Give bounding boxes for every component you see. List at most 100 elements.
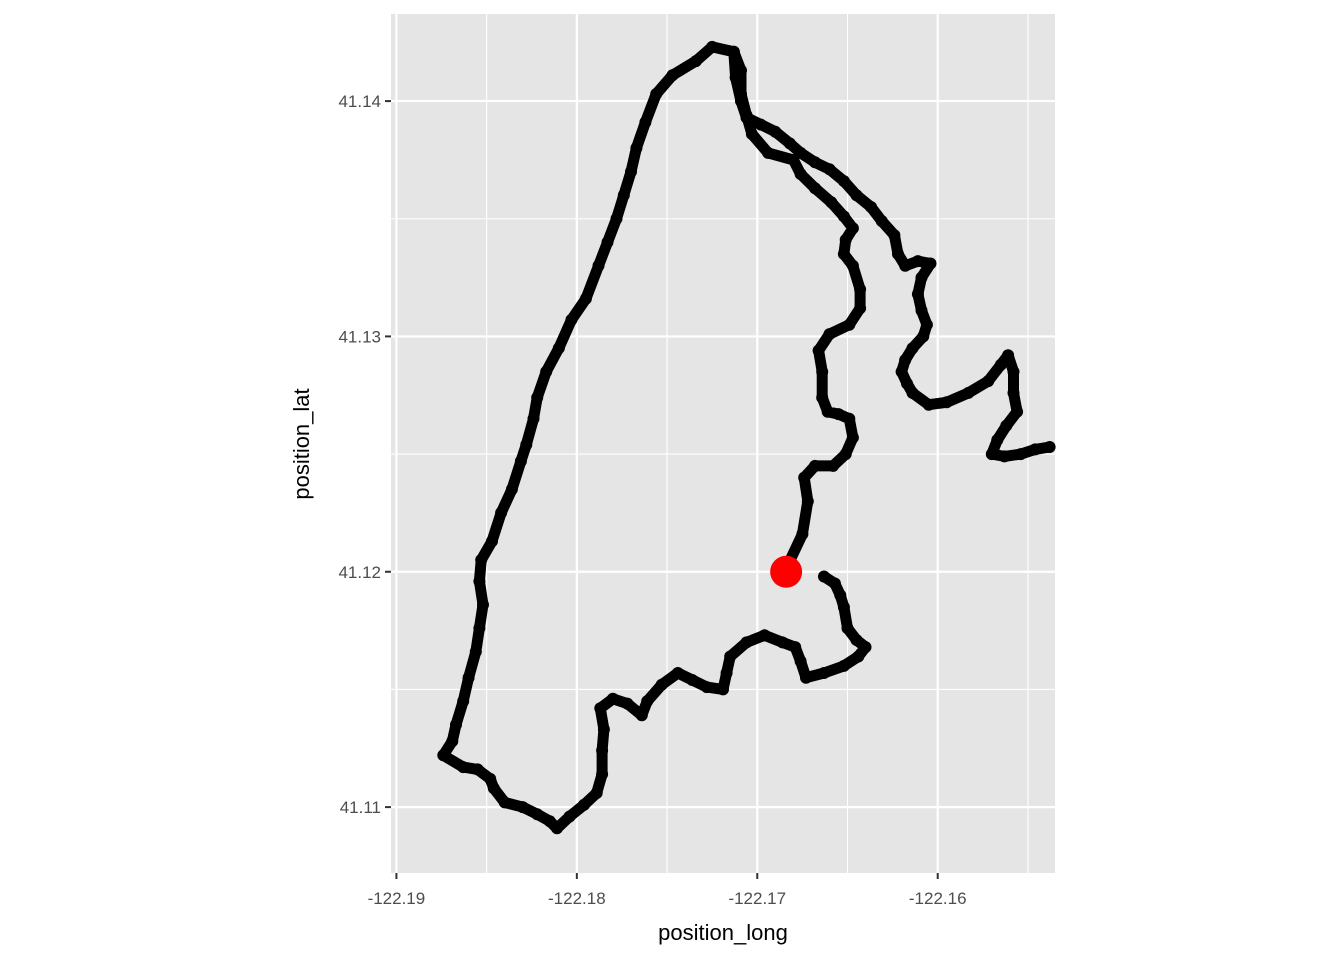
track-point — [800, 671, 812, 684]
track-point — [816, 365, 829, 378]
track-point — [650, 88, 663, 100]
track-point — [563, 810, 576, 823]
track-point — [850, 189, 863, 202]
track-point — [837, 210, 850, 223]
track-point — [686, 674, 699, 686]
track-point — [796, 528, 809, 541]
track-point — [1000, 419, 1013, 432]
track-point — [854, 302, 867, 315]
track-point — [818, 570, 830, 583]
track-point — [762, 146, 775, 159]
track-point — [794, 655, 807, 668]
track-point — [818, 667, 830, 679]
track-point — [821, 405, 834, 418]
track-point — [457, 761, 470, 774]
track-point — [940, 396, 953, 409]
track-point — [457, 695, 470, 708]
track-point — [901, 377, 913, 390]
track-point — [592, 259, 605, 272]
track-point — [906, 386, 919, 399]
y-tick-label: 41.13 — [338, 327, 381, 346]
track-point — [630, 142, 643, 155]
track-point — [846, 222, 859, 235]
x-tick-label: -122.19 — [368, 889, 426, 908]
track-point — [801, 495, 814, 508]
track-point — [516, 801, 529, 814]
track-point — [832, 408, 845, 421]
track-point — [846, 431, 859, 444]
track-point — [816, 391, 829, 404]
y-tick-label: 41.11 — [340, 798, 381, 817]
track-point — [837, 659, 850, 672]
track-point — [809, 156, 821, 169]
track-point — [706, 40, 719, 53]
track-point — [437, 749, 450, 762]
track-point — [700, 681, 713, 694]
track-point — [745, 128, 758, 140]
track-point — [911, 288, 924, 301]
track-point — [578, 798, 591, 811]
track-point — [837, 248, 850, 260]
track-point — [798, 471, 811, 484]
track-point — [655, 678, 668, 691]
track-point — [514, 455, 527, 468]
track-point — [487, 782, 500, 795]
track-point — [610, 212, 623, 225]
track-point — [727, 45, 740, 58]
track-point — [471, 763, 484, 776]
track-point — [841, 622, 854, 635]
track-point — [724, 650, 737, 663]
track-point — [985, 448, 998, 461]
track-point — [809, 182, 821, 195]
x-tick-label: -122.17 — [728, 889, 786, 908]
track-point — [895, 365, 908, 378]
track-point — [994, 358, 1007, 371]
track-point — [1043, 441, 1056, 453]
track-point — [462, 671, 475, 684]
track-point — [794, 146, 807, 159]
track-point — [594, 702, 607, 715]
track-point — [671, 667, 684, 679]
track-point — [991, 434, 1004, 446]
track-point — [769, 125, 782, 138]
track-point — [565, 313, 578, 326]
y-axis-title: position_lat — [289, 388, 314, 499]
track-point — [825, 196, 838, 209]
track-point — [495, 506, 508, 519]
track-point — [823, 163, 836, 176]
track-point — [740, 636, 753, 649]
track-point — [888, 229, 901, 242]
track-point — [843, 318, 856, 331]
track-point — [854, 283, 867, 296]
track-point — [601, 236, 614, 249]
track-point — [837, 175, 850, 188]
track-point — [920, 318, 933, 331]
track-point — [740, 111, 753, 124]
track-point — [758, 629, 771, 642]
track-point — [520, 438, 533, 451]
track-point — [720, 667, 733, 679]
track-point — [689, 55, 702, 68]
track-point — [998, 450, 1011, 463]
track-point — [469, 645, 482, 658]
track-point — [540, 365, 553, 378]
plot-panel — [391, 14, 1055, 873]
y-axis: 41.11 41.12 41.13 41.14 — [338, 92, 391, 817]
track-point — [852, 650, 865, 663]
track-point — [531, 808, 544, 821]
track-point — [834, 589, 847, 602]
track-point — [579, 292, 592, 305]
track-point — [754, 118, 767, 131]
track-point — [982, 375, 995, 388]
track-point — [809, 459, 821, 472]
track-point — [505, 483, 518, 496]
track-point — [892, 248, 904, 260]
track-point — [911, 255, 924, 268]
track-point — [596, 744, 609, 757]
x-tick-label: -122.16 — [909, 889, 967, 908]
track-point — [812, 344, 825, 357]
track-point — [551, 822, 563, 835]
track-point — [924, 257, 937, 270]
track-point — [839, 448, 852, 461]
